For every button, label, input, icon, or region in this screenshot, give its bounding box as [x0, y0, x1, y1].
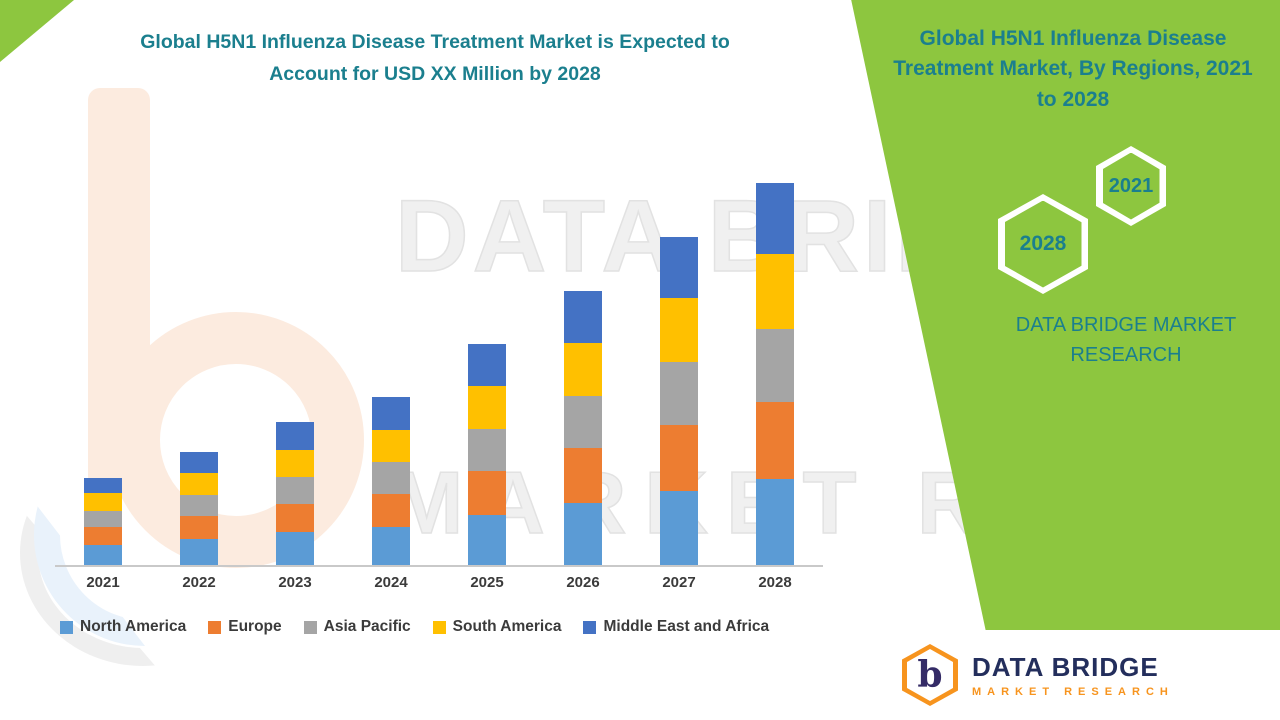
hexagon-badge-2021: 2021 — [1096, 146, 1166, 226]
legend-swatch — [583, 620, 597, 634]
legend-label: Asia Pacific — [323, 618, 411, 635]
bar-segment-2022-europe — [180, 516, 218, 539]
bar-column-2027 — [660, 237, 698, 565]
bar-segment-2026-asia-pacific — [564, 396, 602, 448]
bar-segment-2028-middle-east-and-africa — [756, 183, 794, 254]
brand-logo-hexagon-icon: b — [902, 644, 958, 706]
bar-segment-2025-europe — [468, 471, 506, 515]
bar-segment-2021-north-america — [84, 545, 122, 565]
bar-segment-2027-south-america — [660, 298, 698, 362]
bar-column-2025 — [468, 344, 506, 565]
legend-item-south-america: South America — [432, 618, 562, 636]
bar-segment-2021-middle-east-and-africa — [84, 478, 122, 493]
bar-segment-2028-north-america — [756, 479, 794, 565]
legend-label: Europe — [228, 618, 282, 635]
bar-column-2021 — [84, 478, 122, 565]
bar-segment-2026-middle-east-and-africa — [564, 291, 602, 343]
bar-segment-2025-middle-east-and-africa — [468, 344, 506, 386]
footer-brand-name: DATA BRIDGE — [972, 652, 1159, 682]
chart-legend: North America Europe Asia Pacific South Ame… — [60, 618, 840, 636]
x-axis-label-2027: 2027 — [662, 574, 696, 591]
footer-brand-text: DATA BRIDGE MARKET RESEARCH — [972, 652, 1174, 698]
x-axis-labels: 2021 2022 2023 2024 2025 2026 2027 2028 — [55, 574, 823, 591]
hexagon-year-label: 2021 — [1102, 152, 1160, 220]
hexagon-outline: 2028 — [998, 194, 1088, 294]
bar-segment-2027-middle-east-and-africa — [660, 237, 698, 298]
bar-segment-2022-north-america — [180, 539, 218, 565]
x-axis-label-2025: 2025 — [470, 574, 504, 591]
x-axis-label-2026: 2026 — [566, 574, 600, 591]
legend-swatch — [303, 620, 317, 634]
bar-segment-2026-north-america — [564, 503, 602, 565]
side-panel-title: Global H5N1 Influenza Disease Treatment … — [893, 27, 1253, 111]
bar-segment-2023-south-america — [276, 450, 314, 477]
chart-title: Global H5N1 Influenza Disease Treatment … — [140, 31, 730, 86]
bar-segment-2024-asia-pacific — [372, 462, 410, 494]
side-panel-brand-text: DATA BRIDGE MARKET RESEARCH — [1015, 314, 1237, 366]
brand-logo-hexagon-inner: b — [907, 649, 953, 701]
bar-segment-2023-middle-east-and-africa — [276, 422, 314, 450]
x-axis-label-2021: 2021 — [86, 574, 120, 591]
bar-segment-2021-europe — [84, 527, 122, 545]
bar-segment-2025-south-america — [468, 386, 506, 429]
legend-item-europe: Europe — [208, 618, 282, 636]
bar-segment-2028-europe — [756, 402, 794, 479]
bar-column-2022 — [180, 452, 218, 565]
bar-segment-2023-asia-pacific — [276, 477, 314, 504]
bar-segment-2025-asia-pacific — [468, 429, 506, 471]
x-axis-label-2023: 2023 — [278, 574, 312, 591]
footer-brand-subtitle: MARKET RESEARCH — [972, 686, 1174, 698]
bar-segment-2024-middle-east-and-africa — [372, 397, 410, 430]
legend-label: South America — [452, 618, 562, 635]
x-axis-label-2022: 2022 — [182, 574, 216, 591]
footer-logo-box: b DATA BRIDGE MARKET RESEARCH — [868, 630, 1280, 720]
plot-area — [55, 165, 823, 567]
brand-logo-letter: b — [917, 653, 943, 696]
legend-label: Middle East and Africa — [603, 618, 770, 635]
hexagon-badge-2028: 2028 — [998, 194, 1088, 294]
bar-column-2024 — [372, 397, 410, 565]
bar-segment-2021-south-america — [84, 493, 122, 511]
bar-column-2023 — [276, 422, 314, 565]
corner-accent-triangle — [0, 0, 74, 62]
legend-swatch — [208, 620, 222, 634]
hexagon-outline: 2021 — [1096, 146, 1166, 226]
bar-segment-2024-south-america — [372, 430, 410, 462]
bar-segment-2022-south-america — [180, 473, 218, 495]
bar-column-2028 — [756, 183, 794, 565]
legend-swatch — [60, 620, 73, 634]
bar-segment-2021-asia-pacific — [84, 511, 122, 527]
legend-item-asia-pacific: Asia Pacific — [303, 618, 411, 636]
hexagon-year-label: 2028 — [1004, 200, 1082, 288]
bar-segment-2026-south-america — [564, 343, 602, 396]
bar-segment-2027-europe — [660, 425, 698, 491]
bar-segment-2027-north-america — [660, 491, 698, 565]
bar-segment-2026-europe — [564, 448, 602, 503]
bar-segment-2023-north-america — [276, 532, 314, 565]
x-axis-label-2028: 2028 — [758, 574, 792, 591]
bar-segment-2027-asia-pacific — [660, 362, 698, 425]
bar-segment-2024-north-america — [372, 527, 410, 565]
bar-segment-2028-south-america — [756, 254, 794, 329]
legend-item-north-america: North America — [60, 618, 186, 636]
bar-segment-2022-asia-pacific — [180, 495, 218, 516]
bar-segment-2023-europe — [276, 504, 314, 532]
legend-swatch — [432, 620, 446, 634]
bar-segment-2024-europe — [372, 494, 410, 527]
legend-item-middle-east-and-africa: Middle East and Africa — [583, 618, 769, 636]
x-axis-label-2024: 2024 — [374, 574, 408, 591]
legend-label: North America — [80, 618, 187, 635]
bar-column-2026 — [564, 291, 602, 565]
bar-segment-2022-middle-east-and-africa — [180, 452, 218, 473]
bar-segment-2025-north-america — [468, 515, 506, 565]
bar-segment-2028-asia-pacific — [756, 329, 794, 402]
